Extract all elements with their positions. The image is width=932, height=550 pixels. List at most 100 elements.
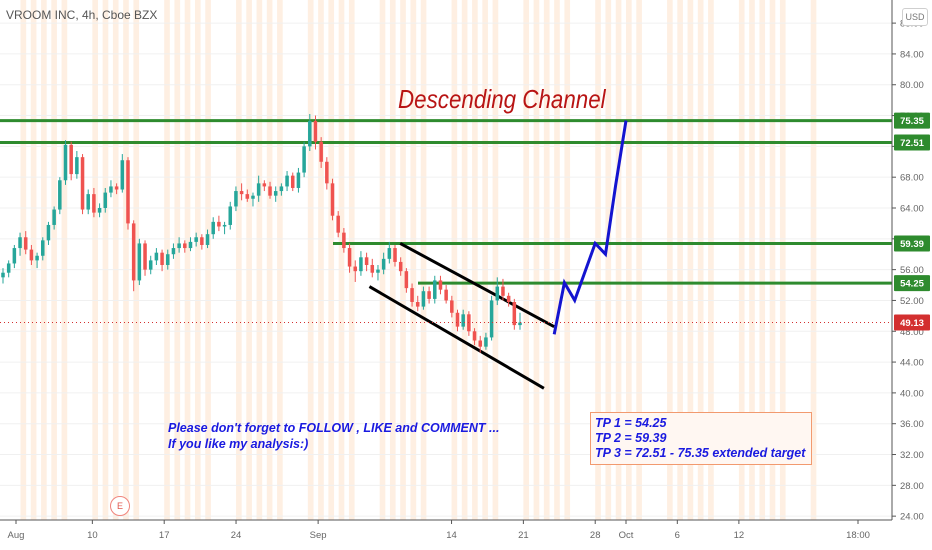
candle-body — [205, 234, 210, 245]
session-band — [348, 0, 355, 520]
candle-body — [103, 192, 108, 208]
candle-body — [222, 224, 227, 227]
candle-body — [398, 261, 403, 272]
currency-badge[interactable]: USD — [902, 8, 928, 26]
session-band — [636, 0, 642, 520]
y-tick-label: 84.00 — [900, 49, 924, 60]
session-band — [184, 0, 191, 520]
candle-body — [217, 221, 221, 227]
session-band — [92, 0, 99, 520]
session-band — [533, 0, 540, 520]
session-band — [20, 0, 27, 520]
candle-body — [376, 269, 380, 273]
y-tick-label: 32.00 — [900, 450, 924, 461]
candle-body — [46, 224, 51, 241]
candle-body — [114, 186, 119, 190]
candle-body — [273, 191, 278, 196]
candle-body — [154, 252, 159, 261]
session-band — [472, 0, 478, 520]
y-tick-label: 80.00 — [900, 80, 924, 91]
price-tags: 75.35 72.51 59.39 54.25 49.13 — [894, 112, 930, 331]
session-bands — [20, 0, 817, 520]
candle-body — [319, 141, 323, 162]
candle-body — [160, 252, 164, 266]
candle-body — [239, 191, 244, 195]
candle-body — [143, 243, 147, 270]
note-line-1: Please don't forget to FOLLOW , LIKE and… — [168, 421, 500, 435]
candle-body — [325, 161, 329, 184]
candle-body — [308, 120, 312, 147]
session-band — [307, 0, 314, 520]
session-band — [543, 0, 550, 520]
candle-body — [262, 183, 267, 187]
session-band — [236, 0, 242, 520]
channel-line — [368, 285, 545, 390]
analysis-note: Please don't forget to FOLLOW , LIKE and… — [168, 420, 499, 452]
candle-body — [279, 186, 284, 192]
x-tick-label: Aug — [8, 530, 25, 541]
candle-body — [433, 280, 437, 299]
y-tick-label: 44.00 — [900, 358, 924, 369]
x-tick-label: 18:00 — [846, 530, 870, 541]
projection-line — [552, 120, 628, 335]
candle-body — [404, 271, 409, 289]
candle-body — [290, 175, 295, 188]
candle-body — [41, 240, 45, 256]
candle-body — [251, 195, 255, 199]
price-tag-bg — [894, 275, 930, 292]
candle-body — [35, 255, 39, 261]
price-tag-bg — [894, 314, 930, 331]
candle-body — [495, 286, 500, 301]
candle-body — [126, 160, 130, 224]
y-tick-label: 28.00 — [900, 481, 924, 492]
candle-body — [353, 266, 358, 272]
session-band — [667, 0, 673, 520]
candle-body — [438, 280, 443, 290]
candle-body — [12, 248, 17, 264]
candle-body — [415, 301, 420, 307]
candle-body — [1, 272, 5, 278]
session-band — [759, 0, 766, 520]
price-tag-bg — [894, 134, 930, 151]
targets-box: TP 1 = 54.25 TP 2 = 59.39 TP 3 = 72.51 -… — [590, 412, 812, 465]
candle-body — [211, 221, 215, 235]
candle-body — [120, 160, 125, 190]
candle-body — [6, 263, 11, 273]
session-band — [451, 0, 458, 520]
y-tick-label: 52.00 — [900, 296, 924, 307]
session-band — [697, 0, 704, 520]
symbol-title[interactable]: VROOM INC, 4h, Cboe BZX — [6, 8, 158, 22]
y-tick-label: 68.00 — [900, 173, 924, 184]
y-tick-label: 48.00 — [900, 327, 924, 338]
time-axis-bg — [0, 520, 932, 550]
candle-body — [52, 209, 56, 225]
x-tick-label: 14 — [446, 530, 457, 541]
candle-body — [194, 237, 198, 242]
price-axis-bg — [892, 0, 932, 550]
x-tick-label: 12 — [734, 530, 745, 541]
candle-body — [29, 249, 34, 261]
x-tick-label: 21 — [518, 530, 529, 541]
x-tick-label: 10 — [87, 530, 98, 541]
candle-body — [256, 183, 261, 196]
session-band — [389, 0, 396, 520]
earnings-marker[interactable]: E — [110, 496, 130, 516]
session-band — [338, 0, 345, 520]
session-band — [738, 0, 745, 520]
session-band — [769, 0, 776, 520]
candle-body — [472, 331, 477, 341]
candle-body — [421, 291, 426, 307]
y-tick-label: 24.00 — [900, 512, 924, 523]
price-candles — [0, 114, 892, 353]
candle-body — [285, 175, 289, 187]
candle-body — [63, 144, 68, 181]
session-band — [328, 0, 335, 520]
y-tick-label: 40.00 — [900, 388, 924, 399]
projection-path — [552, 120, 628, 335]
note-line-2: If you like my analysis:) — [168, 437, 309, 451]
candle-body — [330, 183, 335, 216]
session-band — [174, 0, 181, 520]
candle-body — [234, 191, 238, 207]
y-tick-label: 56.00 — [900, 265, 924, 276]
